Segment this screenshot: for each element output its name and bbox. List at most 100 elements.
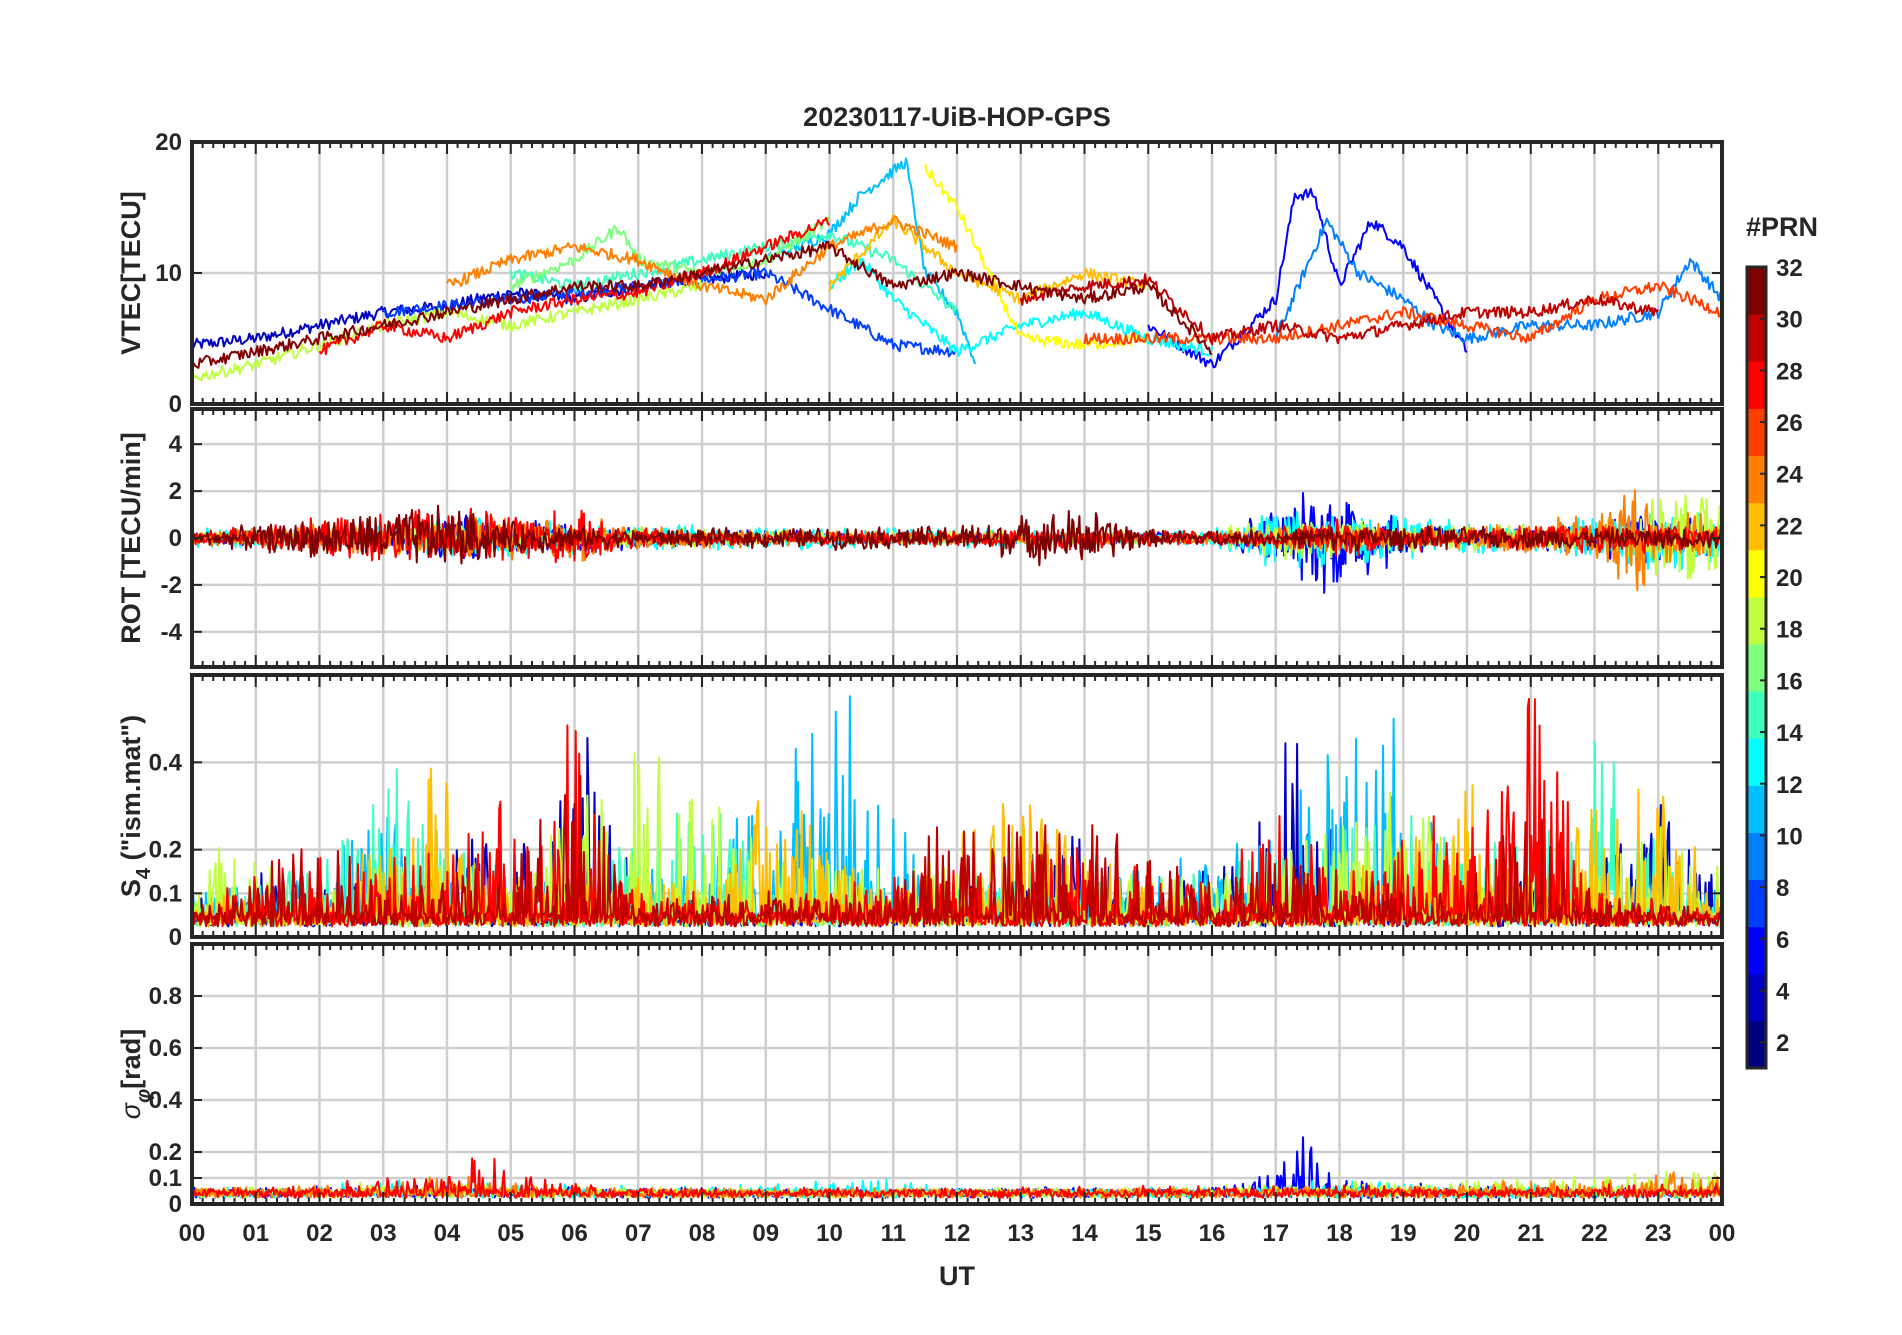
y-tick-label: 2 xyxy=(169,478,182,505)
y-tick-label: 0.6 xyxy=(149,1035,182,1062)
colorbar-tick-label: 12 xyxy=(1776,772,1803,799)
panel-frame xyxy=(190,942,1724,1206)
colorbar-tick-label: 32 xyxy=(1776,255,1803,282)
series-line-prn-13 xyxy=(828,257,1213,357)
series-line-prn-8 xyxy=(1274,217,1722,344)
x-tick-label: 16 xyxy=(1199,1220,1226,1247)
x-tick-label: 13 xyxy=(1007,1220,1034,1247)
y-axis-label-rest: ("ism.mat") xyxy=(116,715,146,868)
axis-ticks xyxy=(191,409,1723,667)
x-tick-label: 01 xyxy=(242,1220,269,1247)
colorbar-tick-label: 18 xyxy=(1776,617,1803,644)
x-tick-label: 10 xyxy=(816,1220,843,1247)
series-line-prn-32 xyxy=(192,504,1722,567)
grid xyxy=(192,944,1722,1204)
series-line-prn-30 xyxy=(1019,273,1660,346)
colorbar-tick-label: 6 xyxy=(1776,927,1789,954)
colorbar-segment xyxy=(1747,455,1766,504)
y-tick-label: 0.8 xyxy=(149,983,182,1010)
y-tick-label: 0.2 xyxy=(149,1139,182,1166)
y-tick-label: 0 xyxy=(169,1191,182,1218)
series-line-prn-3 xyxy=(192,268,767,349)
colorbar-segment xyxy=(1747,314,1766,362)
y-tick-label: 0.2 xyxy=(149,837,182,864)
series-group xyxy=(192,489,1722,594)
y-tick-label: -4 xyxy=(161,619,183,646)
series-group xyxy=(192,157,1722,382)
x-tick-label: 19 xyxy=(1390,1220,1417,1247)
y-tick-label: -2 xyxy=(161,572,182,599)
panel-rot: -4 -2 0 2 4 ROT [TECU/min] xyxy=(116,407,1724,669)
y-tick-label: 0 xyxy=(169,525,182,552)
series-line-prn-26 xyxy=(1083,281,1722,346)
colorbar-tick-label: 24 xyxy=(1776,462,1803,489)
colorbar-segment xyxy=(1747,502,1766,551)
x-tick-label: 04 xyxy=(434,1220,461,1247)
colorbar-segment xyxy=(1747,879,1766,928)
series-line-prn-31 xyxy=(192,774,1722,928)
colorbar-tick-label: 16 xyxy=(1776,668,1803,695)
colorbar-label: #PRN xyxy=(1746,212,1818,242)
x-tick-label: 17 xyxy=(1262,1220,1289,1247)
colorbar-tick-label: 8 xyxy=(1776,875,1789,902)
series-line-prn-19 xyxy=(192,280,703,382)
x-tick-label: 20 xyxy=(1454,1220,1481,1247)
colorbar-segment xyxy=(1747,785,1766,833)
x-tick-label: 08 xyxy=(689,1220,716,1247)
colorbar-segment xyxy=(1747,408,1766,457)
x-tick-label: 14 xyxy=(1071,1220,1098,1247)
x-tick-label: 21 xyxy=(1517,1220,1544,1247)
x-tick-label: 09 xyxy=(752,1220,779,1247)
y-axis-label-main: σ xyxy=(116,1101,146,1119)
y-tick-label: 20 xyxy=(155,129,182,156)
x-tick-label: 07 xyxy=(625,1220,652,1247)
colorbar-segment xyxy=(1747,832,1766,881)
colorbar-segment xyxy=(1747,973,1766,1022)
colorbar-segment xyxy=(1747,643,1766,692)
panel-frame xyxy=(190,407,1724,669)
x-tick-label: 02 xyxy=(306,1220,333,1247)
series-line-prn-28 xyxy=(318,216,831,356)
colorbar-tick-label: 4 xyxy=(1776,978,1790,1005)
colorbar-tick-label: 22 xyxy=(1776,513,1803,540)
colorbar-segment xyxy=(1747,549,1766,598)
panel-frame xyxy=(190,673,1724,939)
y-tick-label: 0.1 xyxy=(149,880,182,907)
y-tick-label: 4 xyxy=(169,431,183,458)
colorbar-segment xyxy=(1747,738,1766,786)
x-tick-label: 11 xyxy=(881,1220,906,1247)
colorbar-segment xyxy=(1747,691,1766,739)
colorbar-tick-label: 10 xyxy=(1776,823,1803,850)
series-line-prn-20 xyxy=(924,163,1150,350)
colorbar-tick-label: 20 xyxy=(1776,565,1803,592)
series-line-prn-5 xyxy=(1147,187,1468,369)
series-line-prn-32 xyxy=(192,240,1213,369)
panel-s4: 0 0.1 0.2 0.4 S4 ("ism.mat") xyxy=(116,673,1724,951)
y-tick-label: 0 xyxy=(169,391,182,418)
y-axis-label-main: S xyxy=(116,879,146,897)
y-tick-label: 0 xyxy=(169,924,182,951)
y-axis-label-rest: [rad] xyxy=(116,1029,146,1089)
panel-frame xyxy=(190,140,1724,406)
y-tick-label: 0.4 xyxy=(149,749,183,776)
x-tick-label: 18 xyxy=(1326,1220,1353,1247)
grid xyxy=(192,142,1722,404)
colorbar-segment xyxy=(1747,926,1766,975)
x-tick-label: 00 xyxy=(1709,1220,1736,1247)
colorbar-tick-label: 2 xyxy=(1776,1030,1789,1057)
colorbar-tick-label: 26 xyxy=(1776,410,1803,437)
panel-vtec: 0 10 20 VTEC[TECU] xyxy=(116,129,1724,418)
x-tick-label: 03 xyxy=(370,1220,397,1247)
y-axis-label: ROT [TECU/min] xyxy=(116,432,146,643)
colorbar-segment xyxy=(1747,267,1766,315)
y-axis-label-sub: 4 xyxy=(133,867,155,879)
colorbar-segment xyxy=(1747,361,1766,409)
y-tick-label: 0.4 xyxy=(149,1087,183,1114)
x-axis-label: UT xyxy=(939,1261,975,1291)
colorbar-frame xyxy=(1745,265,1768,1070)
y-axis-label-sub: φ xyxy=(133,1089,155,1103)
colorbar-segment xyxy=(1747,1020,1766,1069)
